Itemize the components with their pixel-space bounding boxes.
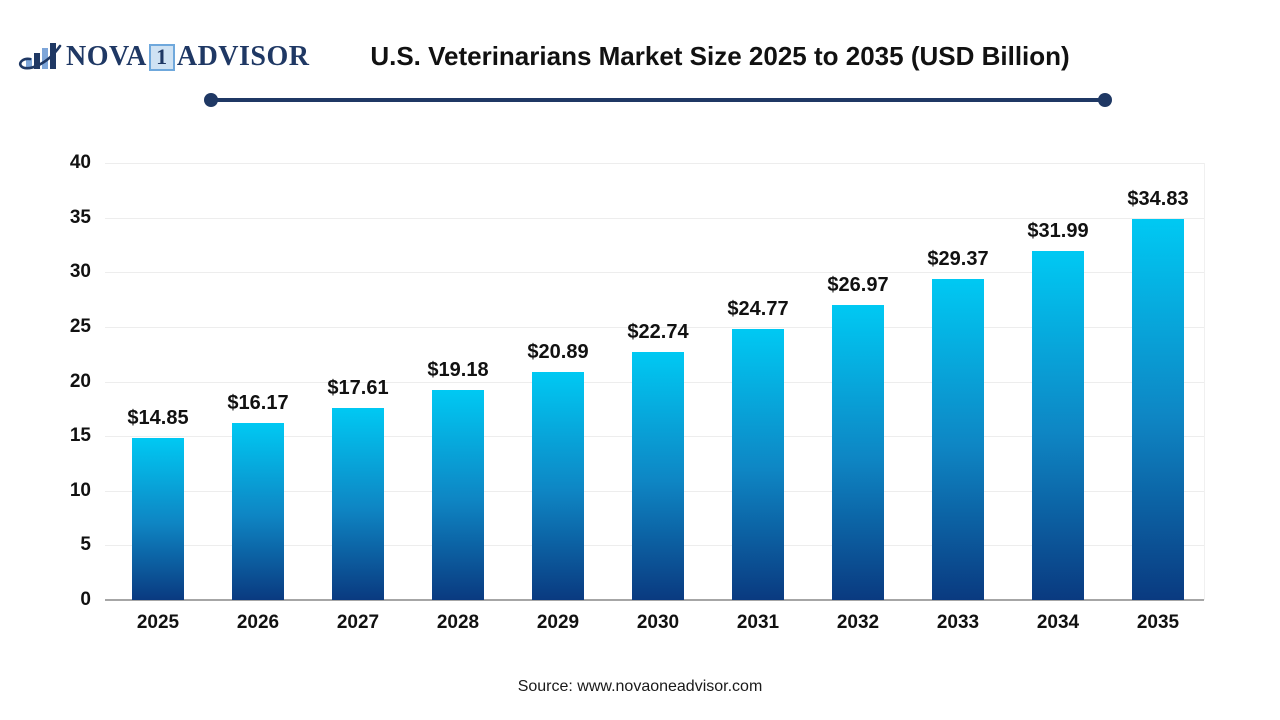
brand-logo: NOVA 1 ADVISOR [16, 34, 309, 80]
bar-2030 [632, 351, 684, 600]
y-axis-tick-label: 40 [69, 152, 91, 173]
y-axis-tick-label: 30 [69, 261, 91, 283]
bar-2029 [532, 371, 584, 600]
bar-chart-swoosh-icon [18, 43, 62, 70]
bar-value-label: $26.97 [827, 274, 889, 297]
plot-area: 0 5 10 15 20 25 30 35 40 $14.85 2025 $16.17 2026 $17.… [70, 153, 1205, 633]
bar-value-label: $34.83 [1127, 188, 1189, 211]
bar-value-label: $20.89 [527, 340, 589, 363]
bar-value-label: $16.17 [227, 392, 289, 415]
source-text: Source: www.novaoneadvisor.com [517, 678, 763, 695]
bar-2027 [332, 407, 384, 600]
y-axis-tick-label: 20 [69, 370, 91, 392]
bar-2034 [1032, 250, 1084, 600]
y-axis-tick-label: 35 [69, 206, 91, 228]
brand-name: NOVA 1 ADVISOR [66, 41, 309, 73]
bar-value-label: $31.99 [1027, 219, 1089, 242]
y-axis-tick-label: 0 [80, 589, 91, 610]
bar-2026 [232, 423, 284, 600]
y-axis-tick-label: 25 [69, 315, 91, 337]
bar-2031 [732, 329, 784, 600]
x-axis-tick-label: 2027 [336, 612, 380, 633]
x-axis-tick-label: 2030 [636, 612, 680, 633]
x-axis-tick-label: 2032 [836, 612, 880, 633]
bar-2032 [832, 305, 884, 600]
bar-value-label: $14.85 [127, 406, 189, 429]
x-axis-line [105, 599, 1204, 601]
y-axis-tick-label: 10 [69, 479, 91, 501]
divider-left-dot [204, 93, 218, 107]
bar-2028 [432, 390, 484, 600]
chart-title: U.S. Veterinarians Market Size 2025 to 2… [370, 41, 1070, 71]
y-axis-tick-label: 5 [80, 534, 91, 556]
x-axis-tick-label: 2028 [436, 612, 480, 633]
bar-value-label: $22.74 [627, 320, 689, 343]
gridline [105, 326, 1204, 328]
gridline [105, 217, 1204, 219]
bar-value-label: $29.37 [927, 248, 989, 271]
y-axis-tick-label: 15 [69, 425, 91, 447]
x-axis-tick-label: 2034 [1036, 612, 1080, 633]
title-divider [204, 93, 1112, 107]
x-axis-tick-label: 2026 [236, 612, 280, 633]
x-axis-tick-label: 2029 [536, 612, 580, 633]
bar-value-label: $24.77 [727, 298, 789, 321]
bar-value-label: $19.18 [427, 359, 489, 382]
gridline [105, 163, 1204, 164]
bar-value-label: $17.61 [327, 376, 389, 399]
bar-2035 [1132, 219, 1184, 600]
bar-2025 [132, 437, 184, 600]
brand-badge: 1 [148, 43, 175, 71]
bar-2033 [932, 279, 984, 600]
brand-prefix: NOVA [66, 41, 147, 72]
divider-right-dot [1098, 93, 1112, 107]
gridline [105, 272, 1204, 274]
x-axis-tick-label: 2025 [136, 612, 180, 633]
brand-suffix: ADVISOR [176, 41, 310, 72]
x-axis-tick-label: 2033 [936, 612, 980, 633]
x-axis-tick-label: 2031 [736, 612, 780, 633]
x-axis-tick-label: 2035 [1136, 612, 1180, 633]
